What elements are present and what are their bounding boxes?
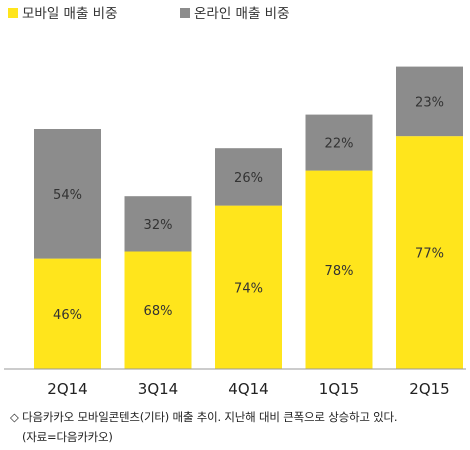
stacked-bar-chart: 모바일 매출 비중 온라인 매출 비중 46% 54% 68% 32% 74% 26% 78%… [4, 6, 466, 398]
data-label-online-3Q14: 32% [144, 218, 173, 233]
data-label-online-4Q14: 26% [234, 171, 263, 186]
x-tick-label-1Q15: 1Q15 [319, 380, 359, 398]
caption: ◇ 다음카카오 모바일콘텐츠(기타) 매출 추이. 지난해 대비 큰폭으로 상승… [10, 407, 465, 447]
legend-swatch-1 [8, 8, 18, 18]
data-label-mobile-2Q15: 77% [415, 247, 444, 262]
caption-source: (자료=다음카카오) [22, 430, 113, 444]
data-label-online-2Q14: 54% [53, 188, 82, 203]
bar-mobile-2Q14 [34, 258, 101, 369]
bar-online-2Q14 [34, 129, 101, 259]
legend-label-1: 모바일 매출 비중 [22, 6, 118, 22]
bar-online-2Q15 [396, 66, 463, 137]
legend-label-2: 온라인 매출 비중 [194, 6, 290, 22]
bar-mobile-3Q14 [124, 251, 192, 369]
x-tick-label-2Q15: 2Q15 [409, 380, 449, 398]
bar-mobile-2Q15 [396, 136, 463, 369]
bar-online-1Q15 [305, 114, 373, 171]
bar-mobile-4Q14 [215, 205, 282, 369]
x-tick-label-4Q14: 4Q14 [228, 380, 268, 398]
bar-mobile-1Q15 [305, 170, 373, 369]
data-label-online-1Q15: 22% [325, 137, 354, 152]
data-label-online-2Q15: 23% [415, 95, 444, 110]
caption-line-1: ◇ 다음카카오 모바일콘텐츠(기타) 매출 추이. 지난해 대비 큰폭으로 상승… [10, 410, 398, 424]
legend-swatch-2 [180, 8, 190, 18]
x-tick-label-2Q14: 2Q14 [47, 380, 87, 398]
legend: 모바일 매출 비중 온라인 매출 비중 [8, 6, 290, 22]
bar-online-3Q14 [124, 196, 192, 252]
data-label-mobile-4Q14: 74% [234, 281, 263, 296]
bar-online-4Q14 [215, 148, 282, 206]
data-label-mobile-3Q14: 68% [144, 304, 173, 319]
data-label-mobile-1Q15: 78% [325, 264, 354, 279]
x-axis-labels: 2Q14 3Q14 4Q14 1Q15 2Q15 [47, 380, 449, 398]
bars: 46% 54% 68% 32% 74% 26% 78% 22% 77% 23% [34, 66, 463, 369]
x-tick-label-3Q14: 3Q14 [138, 380, 178, 398]
data-label-mobile-2Q14: 46% [53, 308, 82, 323]
